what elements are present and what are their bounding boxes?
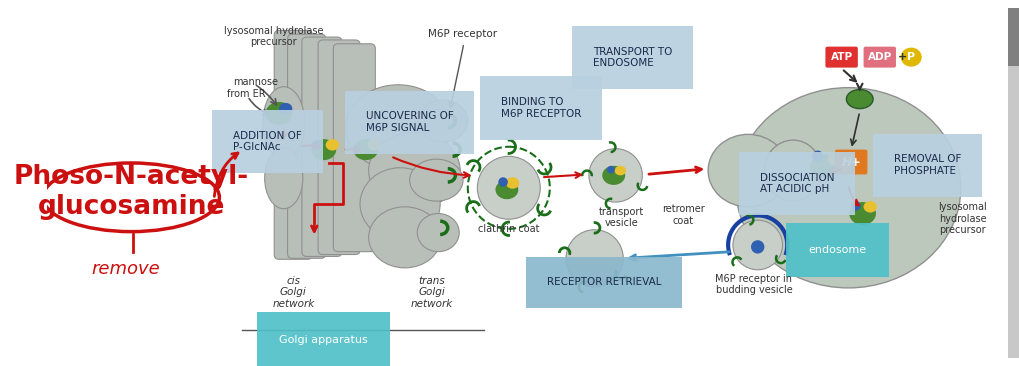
Ellipse shape [345,85,450,171]
Ellipse shape [566,230,624,287]
Ellipse shape [369,132,461,209]
Ellipse shape [369,207,441,268]
Ellipse shape [901,48,922,67]
Ellipse shape [849,202,876,225]
Text: M6P receptor in
budding vesicle: M6P receptor in budding vesicle [715,274,793,295]
Text: Phoso-N-acetyl-
glucosamine: Phoso-N-acetyl- glucosamine [13,164,249,220]
Ellipse shape [498,177,507,187]
Text: ADDITION OF
P-GlcNAc: ADDITION OF P-GlcNAc [233,131,302,152]
Text: retromer
coat: retromer coat [662,204,705,225]
Ellipse shape [602,166,625,185]
Text: Golgi apparatus: Golgi apparatus [279,335,368,345]
Ellipse shape [614,166,626,175]
Text: UNCOVERING OF
M6P SIGNAL: UNCOVERING OF M6P SIGNAL [366,112,453,133]
Ellipse shape [265,148,303,209]
FancyBboxPatch shape [835,150,867,175]
Text: +: + [898,52,911,62]
Ellipse shape [418,100,468,142]
Ellipse shape [733,220,783,270]
Text: from ER: from ER [227,89,266,98]
Text: ADP: ADP [867,52,892,62]
Ellipse shape [495,180,519,199]
Ellipse shape [851,201,861,211]
Ellipse shape [360,168,440,240]
FancyBboxPatch shape [333,44,375,252]
Text: DISSOCIATION
AT ACIDIC pH: DISSOCIATION AT ACIDIC pH [759,172,835,194]
Ellipse shape [506,177,520,189]
Text: RECEPTOR RETRIEVAL: RECEPTOR RETRIEVAL [547,277,661,287]
Text: endosome: endosome [808,245,866,255]
Text: H+: H+ [842,157,861,169]
Text: lysosomal hydrolase
precursor: lysosomal hydrolase precursor [223,26,323,47]
Text: trans
Golgi
network: trans Golgi network [411,276,452,309]
Ellipse shape [751,240,764,254]
Ellipse shape [354,139,378,160]
Text: mannose: mannose [233,77,278,87]
Ellipse shape [708,134,789,207]
Ellipse shape [736,87,961,288]
Ellipse shape [266,102,292,125]
Ellipse shape [812,150,823,162]
Ellipse shape [326,139,339,150]
Text: lysosomal
hydrolase
precursor: lysosomal hydrolase precursor [938,202,987,235]
Text: ATP: ATP [830,52,853,62]
Ellipse shape [417,213,460,252]
Ellipse shape [607,166,614,173]
Ellipse shape [810,154,839,177]
Ellipse shape [477,156,540,219]
Text: transport
vesicle: transport vesicle [599,207,644,228]
Ellipse shape [863,201,877,213]
Text: TRANSPORT TO
ENDOSOME: TRANSPORT TO ENDOSOME [593,46,673,68]
FancyBboxPatch shape [863,46,896,68]
FancyBboxPatch shape [302,37,342,257]
Ellipse shape [368,139,381,150]
Ellipse shape [827,153,843,166]
Text: BINDING TO
M6P RECEPTOR: BINDING TO M6P RECEPTOR [501,97,582,119]
FancyBboxPatch shape [274,30,313,259]
Text: M6P receptor: M6P receptor [428,30,496,40]
Ellipse shape [279,103,292,114]
Ellipse shape [847,90,873,109]
Text: clathrin coat: clathrin coat [478,224,539,234]
FancyBboxPatch shape [318,40,360,254]
FancyBboxPatch shape [287,34,326,258]
Ellipse shape [263,87,305,159]
Text: remove: remove [91,260,160,278]
Ellipse shape [312,139,336,160]
FancyBboxPatch shape [1008,8,1019,358]
Ellipse shape [410,159,463,201]
Text: cis
Golgi
network: cis Golgi network [272,276,315,309]
FancyBboxPatch shape [1008,8,1019,66]
Ellipse shape [312,140,323,150]
Ellipse shape [589,149,642,202]
FancyBboxPatch shape [825,46,858,68]
Text: REMOVAL OF
PHOSPHATE: REMOVAL OF PHOSPHATE [894,154,962,176]
Ellipse shape [764,140,821,201]
Text: P: P [907,52,915,62]
